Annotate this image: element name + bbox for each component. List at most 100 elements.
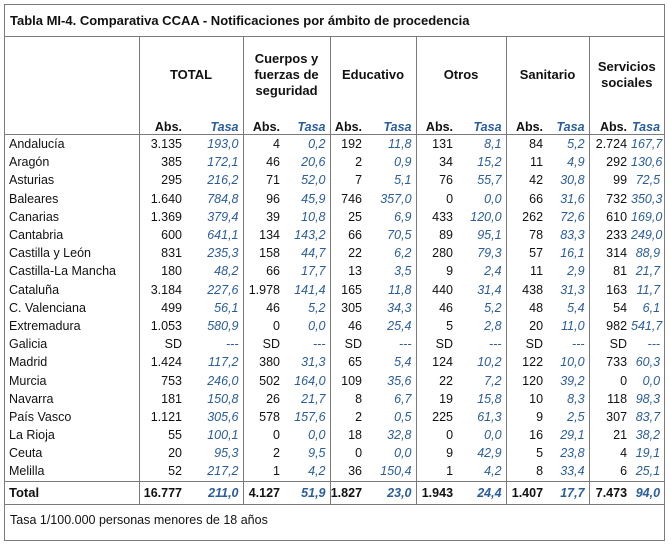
- abs-cell: 46: [329, 316, 367, 336]
- region-name: Extremadura: [9, 318, 81, 333]
- tasa-cell: 17,7: [301, 264, 326, 279]
- abs-cell: 16: [505, 426, 548, 445]
- tasa-cell: 11,7: [636, 282, 661, 297]
- tasa-cell: 25,4: [387, 318, 412, 333]
- tasa-cell: 150,4: [380, 464, 412, 479]
- table-row: Melilla 52 217,2 1 4,2 36 150,4 1 4,2 8 33,4 6 25,1: [5, 462, 664, 482]
- table-row: C. Valenciana 499 56,1 46 5,2 305 34,3 46 5,2 48 5…: [5, 298, 664, 317]
- table-row: País Vasco 1.121 305,6 578 157,6 2 0,5 225 61,3 9…: [5, 407, 664, 426]
- footnote: Tasa 1/100.000 personas menores de 18 añ…: [10, 513, 268, 527]
- abs-cell: 502: [242, 371, 284, 390]
- tasa-cell: 0,5: [394, 409, 412, 424]
- abs-cell: 19: [415, 389, 458, 408]
- tasa-cell: 20,6: [301, 155, 326, 170]
- abs-cell: 46: [242, 153, 284, 172]
- subheader-tasa: Tasa: [632, 120, 661, 134]
- corner-cell: [5, 37, 139, 113]
- abs-cell: 131: [415, 134, 458, 154]
- tasa-cell: 10,8: [301, 209, 326, 224]
- subheader-abs: Abs.: [329, 113, 367, 135]
- tasa-cell: 98,3: [635, 391, 661, 406]
- region-name: Asturias: [9, 173, 55, 188]
- tasa-cell: 31,4: [477, 282, 502, 297]
- abs-cell: 20: [505, 316, 548, 336]
- tasa-cell: 8,1: [484, 137, 502, 152]
- abs-cell: 36: [329, 462, 367, 482]
- tasa-cell: 5,2: [484, 300, 502, 315]
- tasa-cell: 72,6: [560, 209, 585, 224]
- tasa-cell: ---: [489, 337, 502, 352]
- tasa-cell: ---: [572, 337, 585, 352]
- group-cuerpos: Cuerpos y fuerzas de seguridad: [242, 37, 331, 113]
- abs-cell: 578: [242, 407, 284, 426]
- total-abs: 1.407: [505, 480, 548, 505]
- abs-cell: 10: [505, 389, 548, 408]
- tasa-cell: 30,8: [560, 173, 585, 188]
- tasa-cell: 11,0: [561, 318, 585, 333]
- total-row: Total 16.777 211,0 4.127 51,9 1.827 23,0…: [5, 480, 665, 505]
- tasa-cell: 0,9: [394, 155, 412, 170]
- tasa-cell: 249,0: [631, 228, 663, 243]
- table-row: Andalucía 3.135 193,0 4 0,2 192 11,8 131 8,1 84 5,…: [5, 134, 664, 154]
- abs-cell: 66: [242, 262, 284, 281]
- abs-cell: 733: [588, 353, 632, 372]
- table-row: Asturias 295 216,2 71 52,0 7 5,1 76 55,7 42 30,8 99…: [5, 171, 664, 190]
- abs-cell: 438: [505, 280, 548, 299]
- abs-cell: 11: [505, 153, 548, 172]
- abs-cell: 1: [242, 462, 284, 482]
- abs-cell: 0: [242, 426, 284, 445]
- tasa-cell: 130,6: [631, 155, 663, 170]
- table-row: Extremadura 1.053 580,9 0 0,0 46 25,4 5 2,8 20 11,…: [5, 316, 664, 336]
- abs-cell: 78: [505, 225, 548, 245]
- total-abs: 7.473: [588, 480, 632, 505]
- tasa-cell: 5,4: [394, 355, 412, 370]
- subheader-tasa: Tasa: [473, 120, 502, 134]
- abs-cell: 48: [505, 298, 548, 317]
- abs-cell: 831: [138, 244, 186, 263]
- tasa-cell: 25,1: [635, 464, 661, 479]
- abs-cell: 96: [242, 189, 284, 208]
- tasa-cell: 5,2: [308, 300, 326, 315]
- table-row: Baleares 1.640 784,8 96 45,9 746 357,0 0 0,0 66 31…: [5, 189, 664, 208]
- abs-cell: 11: [505, 262, 548, 281]
- abs-cell: 6: [588, 462, 632, 482]
- tasa-cell: 4,2: [484, 464, 502, 479]
- abs-cell: 122: [505, 353, 548, 372]
- tasa-cell: 193,0: [207, 137, 239, 152]
- tasa-cell: 34,3: [387, 300, 412, 315]
- tasa-cell: 79,3: [477, 246, 502, 261]
- abs-cell: 2: [242, 444, 284, 463]
- abs-cell: 0: [329, 444, 367, 463]
- abs-cell: 181: [138, 389, 186, 408]
- tasa-cell: 9,5: [308, 446, 326, 461]
- tasa-cell: 21,7: [301, 391, 326, 406]
- tasa-cell: 246,0: [207, 373, 239, 388]
- abs-cell: 57: [505, 244, 548, 263]
- total-label: Total: [5, 480, 139, 505]
- abs-cell: SD: [138, 335, 186, 354]
- abs-cell: 2.724: [588, 134, 632, 154]
- tasa-cell: 6,9: [394, 209, 412, 224]
- tasa-cell: 16,1: [560, 246, 585, 261]
- region-name: Cataluña: [9, 282, 60, 297]
- tasa-cell: 6,7: [394, 391, 412, 406]
- abs-cell: 180: [138, 262, 186, 281]
- abs-cell: 9: [415, 262, 458, 281]
- tasa-cell: 2,4: [484, 264, 502, 279]
- tasa-cell: 227,6: [207, 282, 239, 297]
- abs-cell: 1.640: [138, 189, 186, 208]
- tasa-cell: 169,0: [631, 209, 663, 224]
- subheader-abs: Abs.: [415, 113, 458, 135]
- abs-cell: 26: [242, 389, 284, 408]
- abs-cell: 1.978: [242, 280, 284, 299]
- total-abs: 16.777: [138, 480, 186, 505]
- tasa-cell: 7,2: [484, 373, 502, 388]
- tasa-cell: ---: [399, 337, 412, 352]
- tasa-cell: 172,1: [207, 155, 239, 170]
- abs-cell: 46: [242, 298, 284, 317]
- abs-cell: 22: [329, 244, 367, 263]
- abs-cell: 433: [415, 207, 458, 226]
- abs-cell: 1.424: [138, 353, 186, 372]
- tasa-cell: 10,2: [477, 355, 502, 370]
- tasa-cell: 3,5: [394, 264, 412, 279]
